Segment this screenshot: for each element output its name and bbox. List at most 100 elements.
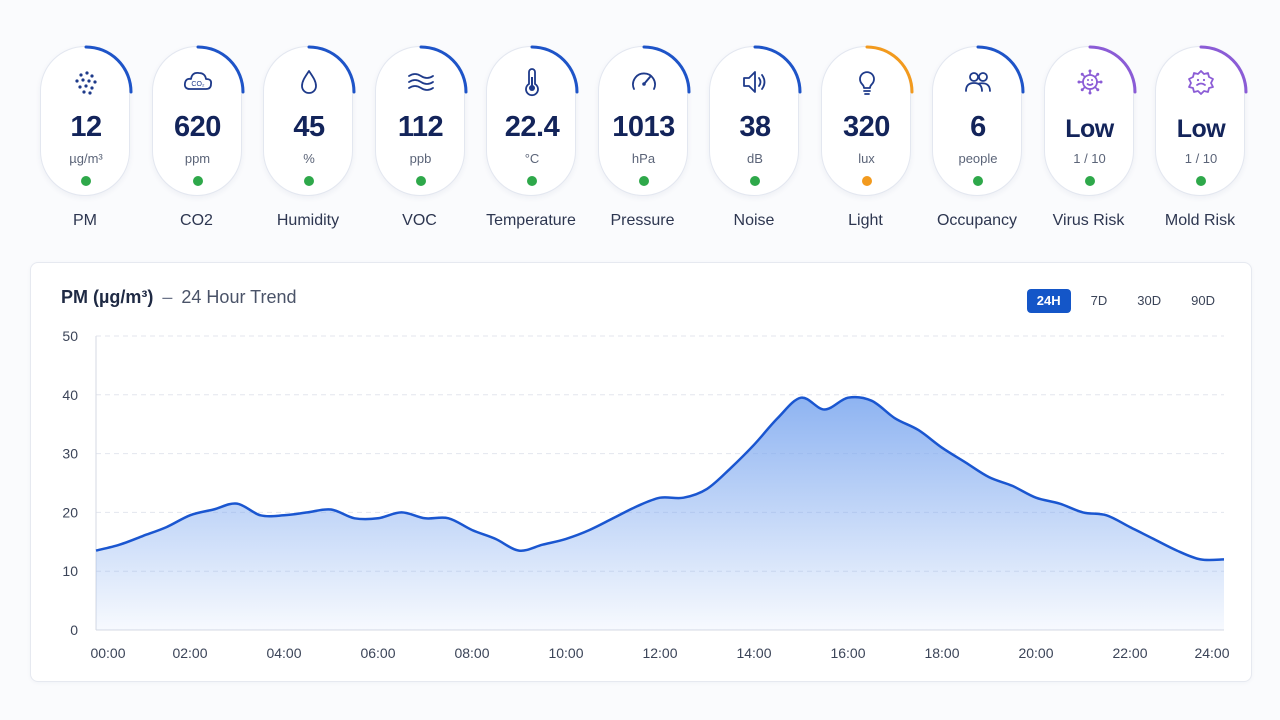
range-button-7d[interactable]: 7D: [1090, 293, 1108, 308]
data-point[interactable]: [93, 548, 99, 554]
data-point[interactable]: [164, 524, 170, 530]
x-tick-label: 06:00: [360, 645, 395, 661]
metric-unit: 1 / 10: [1073, 151, 1106, 166]
data-point[interactable]: [422, 515, 428, 521]
metric-virus[interactable]: Low 1 / 10 Virus Risk: [1039, 45, 1139, 236]
data-point[interactable]: [305, 509, 311, 515]
data-point[interactable]: [610, 515, 616, 521]
data-point[interactable]: [328, 506, 334, 512]
data-point[interactable]: [798, 395, 804, 401]
data-point[interactable]: [775, 415, 781, 421]
data-point[interactable]: [493, 536, 499, 542]
data-point[interactable]: [1127, 524, 1133, 530]
data-point[interactable]: [187, 512, 193, 518]
data-point[interactable]: [869, 398, 875, 404]
data-point[interactable]: [516, 548, 522, 554]
data-point[interactable]: [634, 504, 640, 510]
metric-pressure[interactable]: 1013 hPa Pressure: [593, 45, 693, 236]
data-point[interactable]: [1010, 483, 1016, 489]
metric-pill: 12 µg/m³: [40, 45, 133, 196]
waves-icon: [406, 67, 436, 97]
x-tick-label: 00:00: [90, 645, 125, 661]
thermometer-icon: [517, 67, 547, 97]
progress-arc: [307, 45, 356, 94]
chart-title-separator: –: [162, 287, 173, 307]
data-point[interactable]: [892, 415, 898, 421]
data-point[interactable]: [563, 536, 569, 542]
data-point[interactable]: [469, 527, 475, 533]
progress-arc: [1088, 45, 1136, 94]
x-tick-label: 20:00: [1018, 645, 1053, 661]
data-point[interactable]: [1104, 512, 1110, 518]
data-point[interactable]: [1198, 556, 1204, 562]
metric-label: Light: [848, 212, 883, 229]
status-dot: [415, 176, 426, 186]
data-point[interactable]: [1033, 495, 1039, 501]
metric-co2[interactable]: CO₂ 620 ppm CO2: [147, 45, 247, 236]
data-point[interactable]: [1080, 509, 1086, 515]
data-point[interactable]: [446, 515, 452, 521]
data-point[interactable]: [587, 527, 593, 533]
data-point[interactable]: [845, 395, 851, 401]
metric-value: 12: [70, 111, 102, 143]
metric-voc[interactable]: 112 ppb VOC: [370, 45, 470, 236]
mold-icon: [1186, 67, 1216, 97]
data-point[interactable]: [822, 407, 828, 413]
metric-label: Mold Risk: [1164, 212, 1236, 229]
status-dot: [192, 176, 203, 186]
series-line[interactable]: [95, 395, 1225, 562]
data-point[interactable]: [540, 542, 546, 548]
data-point[interactable]: [1221, 556, 1227, 562]
data-point[interactable]: [1151, 536, 1157, 542]
data-point[interactable]: [728, 465, 734, 471]
metric-label: Pressure: [610, 212, 675, 229]
metric-mold[interactable]: Low 1 / 10 Mold Risk: [1150, 45, 1250, 236]
data-point[interactable]: [1057, 501, 1063, 507]
metric-pill: 45%: [263, 45, 356, 196]
data-point[interactable]: [751, 442, 757, 448]
data-point[interactable]: [234, 501, 240, 507]
metric-pill: Low 1 / 10: [1155, 45, 1248, 196]
data-point[interactable]: [704, 486, 710, 492]
metric-humidity[interactable]: 45% Humidity: [258, 45, 358, 236]
range-button-24h[interactable]: 24H: [1026, 289, 1071, 313]
data-point[interactable]: [140, 533, 146, 539]
speaker-icon: [740, 67, 770, 97]
data-point[interactable]: [399, 509, 405, 515]
lightbulb-icon: [852, 67, 882, 97]
data-point[interactable]: [117, 542, 123, 548]
metric-occupancy[interactable]: 6 people Occupancy: [927, 45, 1027, 236]
metric-light[interactable]: 320 lux Light: [816, 45, 916, 236]
range-button-30d[interactable]: 30D: [1137, 293, 1162, 308]
metric-unit: ppb: [409, 151, 432, 166]
range-button-90d[interactable]: 90D: [1191, 293, 1215, 308]
data-point[interactable]: [963, 459, 969, 465]
metric-value: Low: [1065, 115, 1114, 143]
data-point[interactable]: [916, 427, 922, 433]
metric-noise[interactable]: 38 dB Noise: [704, 45, 804, 236]
data-point[interactable]: [681, 495, 687, 501]
progress-arc: [976, 45, 1025, 94]
data-point[interactable]: [986, 474, 992, 480]
data-point[interactable]: [211, 506, 217, 512]
data-point[interactable]: [258, 512, 264, 518]
area-fill: [96, 397, 1224, 630]
droplet-icon: [294, 67, 324, 97]
data-point[interactable]: [352, 515, 358, 521]
metric-pill: 320 lux: [820, 45, 913, 196]
metric-pill: CO₂ 620 ppm: [151, 45, 244, 196]
metric-temperature[interactable]: 22.4 °C Temperature: [481, 45, 581, 236]
metric-value: 45: [293, 111, 325, 143]
data-point[interactable]: [1174, 548, 1180, 554]
status-dot: [1196, 176, 1206, 186]
y-tick-label: 20: [62, 504, 78, 520]
x-tick-label: 14:00: [736, 645, 771, 661]
metric-pill: 112 ppb: [374, 45, 467, 196]
data-point[interactable]: [375, 515, 381, 521]
data-point[interactable]: [657, 495, 663, 501]
data-point[interactable]: [281, 512, 287, 518]
data-point[interactable]: [939, 445, 945, 451]
metrics-row: 12 µg/m³ PM CO₂ 620 ppm CO2 45% Humidity 112 ppb VO…: [0, 0, 1280, 250]
chart-title-period: 24 Hour Trend: [181, 287, 297, 307]
metric-pm[interactable]: 12 µg/m³ PM: [35, 45, 135, 236]
